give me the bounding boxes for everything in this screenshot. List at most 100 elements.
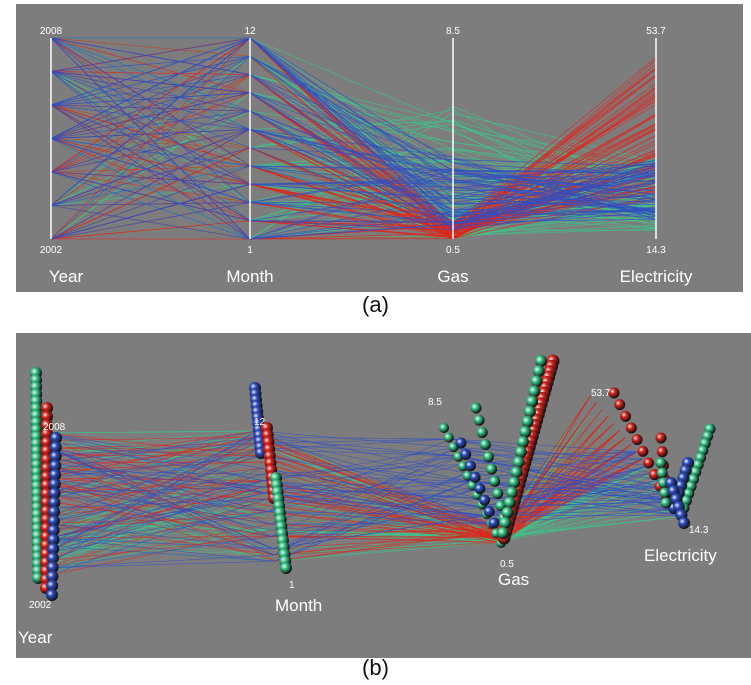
polyline-blue (50, 55, 657, 174)
sphere-blue (488, 517, 500, 529)
sphere-blue (469, 471, 481, 483)
polyline-3d-red (49, 430, 620, 531)
sphere-green (473, 414, 485, 426)
sphere-blue (50, 432, 62, 444)
sphere-green (660, 497, 672, 509)
polyline-3d-blue (49, 480, 677, 561)
polyline-blue (50, 37, 657, 215)
sphere-red (40, 436, 53, 449)
caption-a: (a) (362, 292, 389, 317)
sphere-blue (46, 570, 59, 583)
sphere-red (40, 444, 53, 457)
sphere-blue (48, 505, 61, 518)
polyline-red (50, 37, 657, 236)
polylines-a (50, 37, 657, 240)
axis-name-month: Month (226, 267, 273, 286)
sphere-red (620, 410, 632, 422)
polylines-b (43, 394, 688, 576)
axis-max-label-month: 12 (244, 26, 256, 37)
axis-electricity: 53.7 14.3 Electricity (620, 26, 693, 286)
polyline-blue (50, 37, 657, 204)
polyline-3d-blue (43, 443, 677, 502)
polyline-red (50, 74, 657, 232)
sphere-green (505, 486, 518, 499)
axis-max-label-year: 2008 (40, 26, 63, 37)
sphere-green (510, 466, 523, 479)
polyline-3d-red (46, 416, 609, 537)
sphere-blue (483, 506, 495, 518)
polyline-3d-red (46, 401, 597, 539)
sphere-green (489, 475, 501, 487)
sphere-blue (46, 552, 59, 565)
axis-3d-max-label-month: 12 (254, 417, 266, 428)
polyline-blue (50, 37, 657, 223)
chart-a-svg: 2008 2002 Year 12 1 Month 8.5 0.5 Gas 53.7 14.3 Ele… (40, 26, 693, 286)
polyline-blue (50, 71, 657, 230)
axis-max-label-gas: 8.5 (446, 26, 460, 37)
polyline-blue (50, 55, 657, 178)
polyline-3d-green (46, 401, 597, 554)
polyline-3d-blue (49, 447, 683, 525)
polyline-blue (50, 74, 657, 177)
sphere-green (659, 487, 671, 499)
sphere-red (656, 446, 668, 458)
polyline-blue (50, 128, 657, 214)
sphere-green (280, 562, 292, 574)
sphere-red (614, 399, 626, 411)
polyline-3d-blue (43, 479, 660, 546)
axis-3d-max-label-electricity: 53.7 (591, 388, 611, 399)
sphere-blue (49, 450, 62, 463)
axis-3d-min-label-year: 2002 (29, 600, 52, 611)
polyline-3d-blue (49, 438, 637, 516)
polyline-blue (50, 37, 657, 216)
polyline-3d-red (49, 458, 643, 561)
polyline-blue (50, 171, 657, 222)
polyline-3d-red (49, 451, 637, 529)
sphere-green (519, 425, 532, 438)
sphere-green (656, 467, 668, 479)
sphere-blue (46, 579, 59, 592)
sphere-red (40, 410, 53, 423)
caption-b: (b) (362, 655, 389, 680)
sphere-green (526, 395, 539, 408)
sphere-green (535, 355, 547, 367)
sphere-blue (47, 524, 60, 537)
sphere-green (443, 432, 454, 443)
panel-b-3d-parallel-coordinates: 2008 2002 Year 12 1 Month 8.5 0.5 Gas 53.7 14.3 Ele… (16, 333, 751, 658)
sphere-blue (47, 515, 60, 528)
polyline-blue (50, 37, 657, 211)
sphere-blue (49, 441, 62, 454)
sphere-blue (46, 589, 58, 601)
polyline-blue (50, 138, 657, 240)
axis-3d-min-label-month: 1 (289, 580, 295, 591)
polyline-3d-blue (46, 440, 660, 481)
sphere-green (655, 457, 667, 469)
axis-3d-month: 12 1 Month (254, 417, 322, 615)
sphere-blue (48, 478, 61, 491)
sphere-blue (678, 517, 690, 529)
sphere-blue (47, 533, 60, 546)
polyline-blue (50, 165, 657, 218)
axis-3d-min-label-gas: 0.5 (500, 559, 514, 570)
sphere-blue (46, 561, 59, 574)
axis-max-label-electricity: 53.7 (646, 26, 666, 37)
polyline-blue (50, 173, 657, 240)
polyline-blue (50, 71, 657, 213)
sphere-green (439, 423, 449, 433)
axis-3d-name-electricity: Electricity (644, 546, 717, 565)
polyline-blue (50, 71, 657, 167)
polyline-3d-blue (49, 451, 637, 475)
sphere-green (512, 456, 525, 469)
sphere-green (521, 415, 534, 428)
polyline-3d-blue (49, 451, 637, 494)
axis-3d-name-month: Month (275, 596, 322, 615)
polyline-blue (50, 104, 657, 225)
panel-a-parallel-coordinates: 2008 2002 Year 12 1 Month 8.5 0.5 Gas 53.7 14.3 Ele… (16, 4, 743, 292)
polyline-blue (50, 170, 657, 240)
polyline-red (50, 115, 657, 240)
polyline-3d-blue (43, 511, 688, 546)
polyline-blue (50, 138, 657, 215)
polyline-3d-blue (46, 455, 671, 525)
